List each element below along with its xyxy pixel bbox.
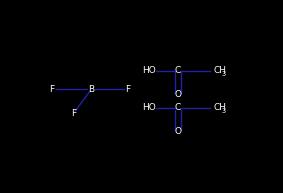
Text: C: C <box>175 103 181 112</box>
Text: HO: HO <box>143 103 156 112</box>
Text: F: F <box>71 109 76 118</box>
Text: O: O <box>174 90 181 99</box>
Text: HO: HO <box>143 66 156 75</box>
Text: O: O <box>174 127 181 136</box>
Text: B: B <box>88 85 94 94</box>
Text: CH: CH <box>213 66 226 75</box>
Text: C: C <box>175 66 181 75</box>
Text: CH: CH <box>213 103 226 112</box>
Text: F: F <box>125 85 130 94</box>
Text: 3: 3 <box>221 108 226 114</box>
Text: 3: 3 <box>221 71 226 77</box>
Text: F: F <box>49 85 54 94</box>
